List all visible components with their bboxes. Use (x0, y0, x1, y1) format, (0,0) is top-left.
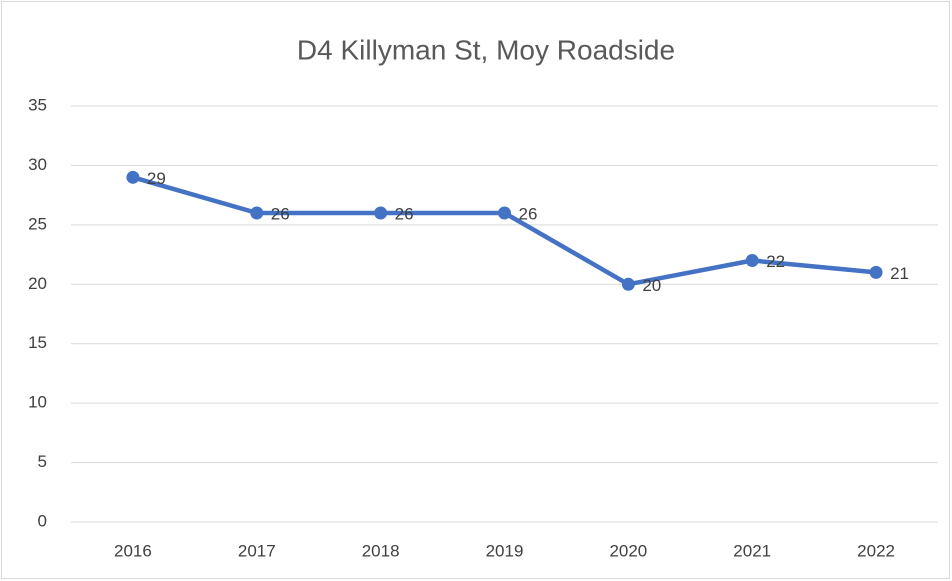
x-tick-label: 2018 (362, 541, 400, 560)
data-point (745, 254, 759, 268)
data-label: 21 (890, 264, 909, 283)
data-label: 29 (147, 169, 166, 188)
data-label: 26 (519, 204, 538, 223)
data-label: 20 (642, 276, 661, 295)
x-tick-label: 2016 (114, 541, 152, 560)
y-tick-label: 15 (28, 333, 47, 352)
chart-title: D4 Killyman St, Moy Roadside (297, 34, 675, 65)
data-label: 26 (271, 204, 290, 223)
y-tick-label: 0 (38, 511, 47, 530)
data-label: 22 (766, 252, 785, 271)
y-tick-label: 35 (28, 95, 47, 114)
x-tick-label: 2020 (609, 541, 647, 560)
data-point (869, 265, 883, 279)
y-tick-label: 5 (38, 452, 47, 471)
data-point (250, 206, 264, 220)
x-tick-label: 2021 (733, 541, 771, 560)
data-point (126, 170, 140, 184)
data-label: 26 (395, 204, 414, 223)
y-tick-label: 20 (28, 274, 47, 293)
x-tick-label: 2022 (857, 541, 895, 560)
x-tick-label: 2017 (238, 541, 276, 560)
data-point (498, 206, 511, 220)
x-tick-label: 2019 (486, 541, 524, 560)
data-point (621, 277, 635, 291)
y-tick-label: 30 (28, 155, 47, 174)
data-point (374, 206, 388, 220)
y-tick-label: 25 (28, 214, 47, 233)
y-tick-label: 10 (28, 393, 47, 412)
